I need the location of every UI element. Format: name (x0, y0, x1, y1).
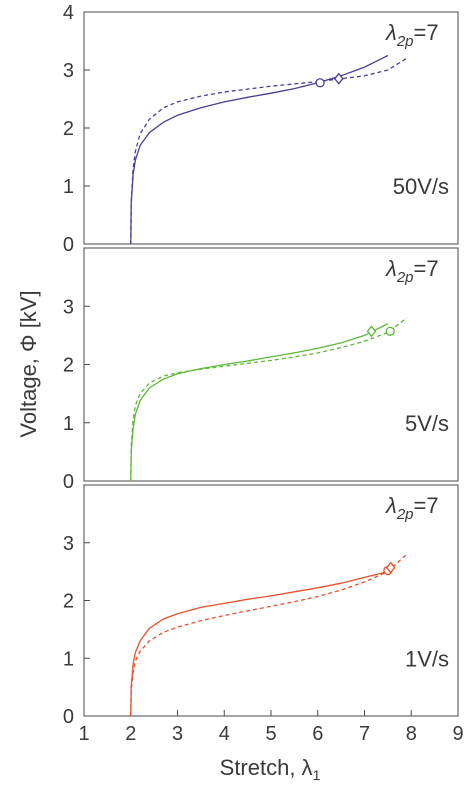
x-tick-label: 3 (172, 723, 183, 745)
lambda-annotation: λ2p=7 (385, 493, 439, 523)
y-tick-label: 0 (63, 234, 74, 256)
x-tick-label: 8 (406, 723, 417, 745)
series-line-solid (130, 570, 389, 717)
y-tick-label: 2 (63, 355, 74, 377)
x-tick-label: 5 (265, 723, 276, 745)
x-axis-label-main: Stretch, λ (220, 755, 313, 780)
panel-1: 0 1 2 3 4 λ2p=7 50V/s (63, 2, 459, 256)
lambda-annotation: λ2p=7 (385, 256, 439, 286)
series-line-solid (130, 54, 389, 245)
x-tick-label: 1 (78, 723, 89, 745)
x-tick-label: 9 (452, 723, 463, 745)
lambda-symbol: λ (385, 20, 397, 45)
y-tick-label: 4 (63, 2, 74, 24)
x-tick-label: 6 (312, 723, 323, 745)
x-tick-label: 2 (125, 723, 136, 745)
lambda-value: =7 (414, 256, 439, 281)
lambda-subscript: 2p (396, 33, 414, 50)
y-tick-label: 2 (63, 591, 74, 613)
x-axis-label-subscript: 1 (313, 767, 321, 783)
marker-circle (315, 78, 325, 88)
rate-label: 1V/s (405, 646, 449, 671)
x-tick-label: 7 (359, 723, 370, 745)
lambda-subscript: 2p (396, 269, 414, 286)
series-line-dashed (130, 57, 407, 245)
y-tick-label: 0 (63, 706, 74, 728)
y-tick-label: 1 (63, 413, 74, 435)
y-tick-label: 3 (63, 533, 74, 555)
y-tick-label: 2 (63, 118, 74, 140)
y-tick-label: 1 (63, 176, 74, 198)
y-axis-label: Voltage, Φ [kV] (16, 290, 41, 437)
marker-diamond (366, 325, 377, 338)
lambda-value: =7 (414, 20, 439, 45)
lambda-value: =7 (414, 493, 439, 518)
lambda-annotation: λ2p=7 (385, 20, 439, 50)
y-tick-label: 3 (63, 60, 74, 82)
series-line-dashed (130, 553, 408, 717)
marker-diamond (333, 72, 344, 85)
lambda-subscript: 2p (396, 506, 414, 523)
x-tick-label: 4 (219, 723, 230, 745)
y-tick-label: 1 (63, 648, 74, 670)
rate-label: 5V/s (405, 411, 449, 436)
panel-2: 0 1 2 3 λ2p=7 5V/s (63, 247, 459, 493)
series-line-solid (130, 323, 389, 482)
marker-circle (385, 326, 395, 336)
y-tick-label: 0 (63, 471, 74, 493)
x-axis-label: Stretch, λ1 (220, 755, 321, 783)
lambda-symbol: λ (385, 256, 397, 281)
lambda-symbol: λ (385, 493, 397, 518)
rate-label: 50V/s (393, 174, 449, 199)
series-line-dashed (130, 317, 408, 482)
y-tick-label: 3 (63, 296, 74, 318)
marker-diamond (385, 561, 396, 574)
